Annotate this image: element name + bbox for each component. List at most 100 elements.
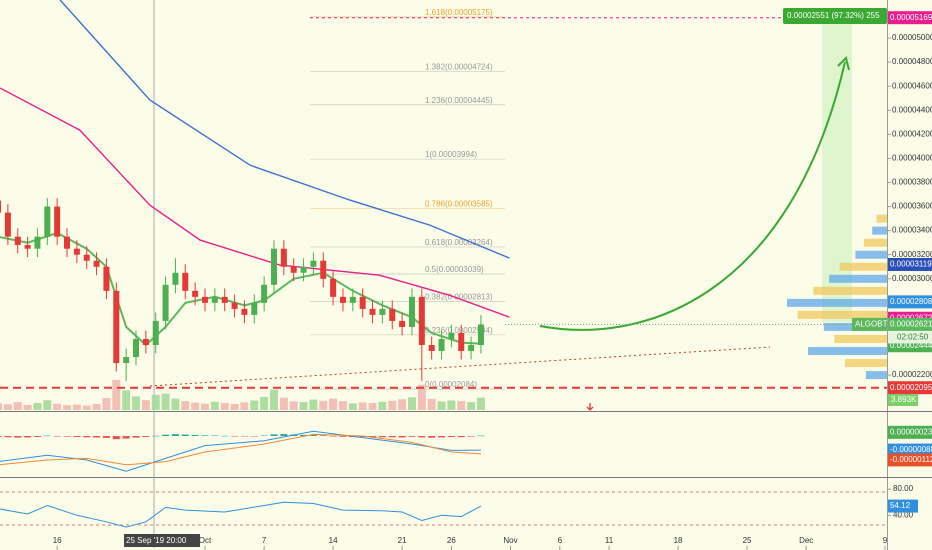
volume-bar (191, 402, 200, 410)
fib-label: 1.618(0.00005175) (425, 8, 493, 17)
volume-bar (329, 398, 338, 410)
x-tick-label: 6 (558, 536, 563, 545)
macd-histogram-bar (14, 436, 22, 438)
macd-histogram-bar (447, 436, 455, 437)
candle-body (369, 308, 376, 315)
volume-bar (132, 396, 141, 410)
volume-profile-bar (813, 286, 887, 295)
candle-body (408, 296, 415, 327)
volume-profile-bar (876, 214, 887, 223)
price-tag-box (888, 381, 932, 395)
macd-histogram-bar (231, 436, 239, 437)
volume-bar (23, 404, 32, 410)
macd-histogram-bar (378, 436, 386, 438)
macd-histogram-bar (418, 436, 426, 438)
last-price-tag-box (888, 317, 932, 331)
candle-body (34, 236, 41, 249)
volume-bar (279, 397, 288, 410)
fib-label: 0.618(0.00003264) (425, 238, 493, 247)
rsi-tag-box (888, 499, 918, 513)
fib-label: 0.786(0.00003585) (425, 199, 493, 208)
volume-bar (368, 403, 377, 410)
symbol-label: ALGOBTC (855, 320, 893, 329)
y-tick-label: 0.00003000 (892, 274, 932, 283)
candle-body (339, 296, 346, 303)
candle-body (428, 344, 435, 352)
macd-histogram-bar (457, 436, 465, 438)
volume-bar (230, 403, 239, 410)
symbol-box (852, 317, 887, 331)
candle-body (201, 296, 208, 303)
volume-bar (338, 401, 347, 410)
macd-tag: -0.00000088 (890, 445, 932, 454)
x-tick-label: Oct (199, 536, 212, 545)
fib-label: 0(0.00002084) (425, 380, 477, 389)
volume-bar (447, 400, 456, 410)
macd-histogram-bar (250, 436, 258, 437)
macd-histogram-bar (132, 436, 140, 438)
volume-bar (358, 402, 367, 410)
volume-bar (53, 403, 62, 410)
rsi-line (0, 501, 482, 528)
x-tick-label: Nov (503, 536, 517, 545)
y-tick-label: 40.00 (893, 510, 914, 519)
x-tick-label: 16 (53, 536, 62, 545)
macd-histogram-bar (408, 436, 416, 437)
price-tag-box (888, 11, 932, 25)
x-tick-label: 9 (883, 536, 888, 545)
volume-bar (0, 403, 3, 410)
x-tick-label: 21 (398, 536, 407, 545)
last-price-tag: 0.00002621 (890, 320, 932, 329)
volume-profile-bar (865, 371, 887, 380)
candle-body (152, 320, 159, 345)
signal-arrow (586, 403, 594, 411)
volume-bar (269, 389, 278, 410)
macd-histogram-bar (102, 436, 110, 438)
trend-line (149, 346, 771, 387)
price-tag-box (888, 295, 932, 309)
candle-body (103, 266, 110, 291)
fib-label: 0.236(0.00002534) (425, 326, 493, 335)
candle-body (399, 320, 406, 327)
volume-bar (289, 401, 298, 410)
volume-bar (122, 390, 131, 410)
x-tick-label: 7 (262, 536, 267, 545)
countdown: 02:02:50 (897, 333, 929, 342)
volume-bar (417, 384, 426, 410)
volume-bar (13, 402, 22, 410)
macd-histogram-bar (398, 436, 406, 438)
moving-average (59, 0, 510, 259)
volume-profile-bar (808, 347, 887, 356)
macd-histogram-bar (221, 435, 229, 437)
volume-bar (63, 405, 72, 410)
y-tick-label: 0.00004600 (892, 81, 932, 90)
volume-bar (378, 401, 387, 410)
candle-body (241, 308, 248, 315)
volume-profile-bar (839, 262, 887, 271)
candle-body (54, 206, 61, 237)
projection-area (822, 20, 852, 322)
fib-label: 1(0.00003994) (425, 150, 477, 159)
x-tick-label: Dec (799, 536, 813, 545)
volume-bar (210, 401, 219, 410)
volume-bar (220, 403, 229, 410)
volume-bar (240, 402, 249, 410)
candle-body (44, 206, 51, 237)
macd-histogram-bar (152, 435, 160, 437)
candle-body (320, 260, 327, 279)
macd-histogram-bar (53, 436, 61, 437)
macd-tag-box (888, 453, 932, 467)
candle-body (221, 296, 228, 303)
volume-bar (309, 399, 318, 410)
candle-body (280, 248, 287, 267)
candle-body (93, 260, 100, 267)
projection-label: 0.00002551 (97.32%) 255 (787, 11, 880, 20)
macd-histogram-bar (300, 434, 308, 436)
volume-bar (33, 403, 42, 410)
fib-label: 0.382(0.00002813) (425, 292, 493, 301)
price-tag: 0.00002808 (890, 297, 932, 306)
candle-body (330, 278, 337, 297)
y-tick-label: 0.00004400 (892, 105, 932, 114)
